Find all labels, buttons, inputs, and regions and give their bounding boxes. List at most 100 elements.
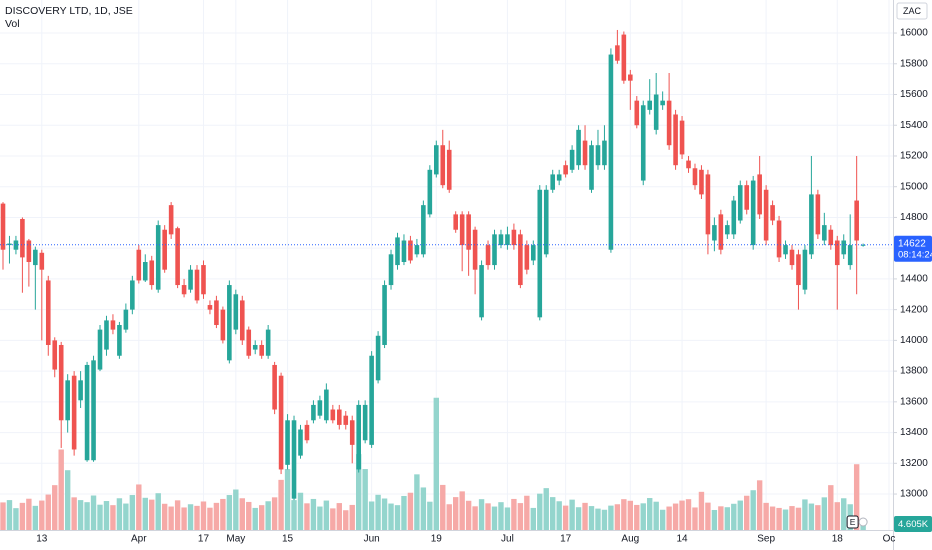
- volume-bar: [181, 507, 187, 530]
- candle-body: [608, 54, 614, 250]
- candle-body: [737, 185, 743, 221]
- candle-body: [725, 225, 730, 235]
- x-tick-label: May: [226, 534, 245, 545]
- volume-bar: [465, 500, 472, 530]
- currency-box[interactable]: [896, 2, 928, 20]
- y-tick-label: 15200: [900, 151, 928, 162]
- candle-body: [498, 234, 504, 246]
- volume-bar: [692, 507, 698, 530]
- candle-body: [712, 225, 717, 241]
- candle-body: [285, 420, 290, 465]
- candle-body: [628, 74, 633, 81]
- volume-bar: [349, 504, 355, 530]
- volume-bar: [614, 504, 621, 530]
- volume-bar: [310, 498, 317, 530]
- volume-bar: [420, 487, 427, 530]
- volume-bar: [433, 397, 439, 530]
- volume-bar: [698, 491, 705, 530]
- volume-bar: [330, 508, 336, 530]
- candle-body: [446, 149, 452, 190]
- volume-bar: [427, 501, 433, 530]
- volume-bar: [517, 503, 524, 530]
- candle-body: [343, 415, 349, 425]
- volume-bar: [6, 500, 13, 530]
- volume-bar: [756, 480, 763, 530]
- candle-body: [78, 380, 83, 401]
- currency[interactable]: ZAC: [903, 6, 922, 16]
- candle-body: [776, 220, 782, 258]
- volume-bar: [52, 485, 58, 530]
- candle-body: [356, 404, 361, 470]
- y-tick-label: 16000: [900, 28, 928, 39]
- candle-body: [459, 214, 465, 246]
- volume-bar: [103, 501, 110, 530]
- candle-body: [227, 285, 232, 361]
- candle-body: [330, 409, 336, 421]
- volume-bar: [821, 497, 828, 530]
- candle-body: [84, 364, 90, 461]
- volume-bar: [679, 500, 685, 530]
- candle-body: [117, 325, 122, 356]
- volume-bar: [187, 504, 194, 530]
- volume-bar: [414, 474, 420, 530]
- event-marker[interactable]: E: [850, 517, 856, 527]
- volume-bar: [582, 502, 588, 530]
- y-tick-label: 15400: [900, 120, 928, 131]
- candle-body: [531, 245, 536, 261]
- volume-bar: [744, 495, 750, 530]
- candle-body: [395, 237, 400, 266]
- volume-bar: [388, 503, 394, 530]
- candle-body: [421, 205, 426, 255]
- volume-bar: [537, 493, 543, 530]
- candle-body: [731, 200, 737, 235]
- candle-body: [750, 180, 756, 246]
- candle-body: [123, 309, 129, 330]
- y-tick-label: 15600: [900, 89, 928, 100]
- candle-body: [582, 140, 588, 166]
- volume-bar: [815, 505, 821, 530]
- candle-body: [278, 375, 284, 470]
- candle-body: [220, 309, 226, 341]
- volume-bar: [129, 495, 136, 530]
- volume-bar: [258, 505, 265, 530]
- x-tick-label: 14: [676, 534, 688, 545]
- candle-body: [272, 364, 277, 410]
- candle-body: [349, 420, 355, 445]
- volume-bar: [265, 501, 271, 530]
- candle-body: [414, 245, 420, 255]
- candle-body: [110, 320, 116, 330]
- candle-body: [770, 205, 775, 221]
- volume-bar: [343, 510, 349, 530]
- candle-body: [479, 265, 484, 318]
- countdown-label: 08:14:24: [898, 249, 932, 260]
- candle-body: [485, 245, 491, 266]
- volume-bar: [375, 494, 381, 530]
- candle-body: [298, 429, 303, 456]
- volume-bar: [317, 506, 323, 530]
- candle-body: [847, 245, 853, 266]
- volume-bar: [802, 499, 808, 530]
- candle-body: [97, 329, 103, 370]
- candle-body: [789, 249, 795, 266]
- candle-body: [815, 194, 821, 235]
- volume-bar: [718, 506, 724, 530]
- candle-body: [796, 254, 801, 286]
- candle-body: [317, 400, 323, 416]
- event-marker-box[interactable]: [846, 515, 859, 529]
- volume-bar: [711, 509, 718, 530]
- volume-bar: [659, 509, 666, 530]
- price-pane: [0, 29, 866, 501]
- candle-body: [375, 335, 381, 381]
- candle-body: [860, 244, 866, 246]
- candle-body: [26, 240, 32, 263]
- candle-body: [757, 174, 762, 215]
- volume-bar: [77, 500, 84, 530]
- candle-body: [660, 100, 665, 106]
- volume-bar: [562, 505, 569, 530]
- candle-body: [214, 300, 219, 326]
- volume-bar: [524, 495, 530, 530]
- candle-body: [783, 245, 788, 255]
- volume-bar: [588, 506, 595, 530]
- candle-body: [246, 329, 252, 356]
